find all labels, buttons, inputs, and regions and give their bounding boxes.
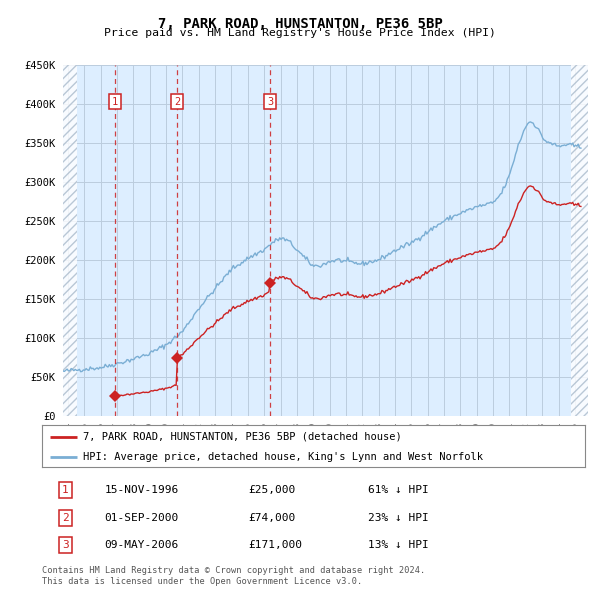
Text: 1: 1 [112, 97, 118, 107]
Text: HPI: Average price, detached house, King's Lynn and West Norfolk: HPI: Average price, detached house, King… [83, 452, 483, 461]
Text: This data is licensed under the Open Government Licence v3.0.: This data is licensed under the Open Gov… [42, 577, 362, 586]
Text: 3: 3 [267, 97, 273, 107]
Text: 13% ↓ HPI: 13% ↓ HPI [368, 540, 428, 550]
Text: 2: 2 [174, 97, 180, 107]
Bar [63, 65, 77, 416]
Text: 01-SEP-2000: 01-SEP-2000 [104, 513, 179, 523]
Text: 3: 3 [62, 540, 69, 550]
Text: 7, PARK ROAD, HUNSTANTON, PE36 5BP: 7, PARK ROAD, HUNSTANTON, PE36 5BP [158, 17, 442, 31]
Text: £171,000: £171,000 [248, 540, 302, 550]
Text: 7, PARK ROAD, HUNSTANTON, PE36 5BP (detached house): 7, PARK ROAD, HUNSTANTON, PE36 5BP (deta… [83, 432, 401, 442]
Text: 2: 2 [62, 513, 69, 523]
Text: Price paid vs. HM Land Registry's House Price Index (HPI): Price paid vs. HM Land Registry's House … [104, 28, 496, 38]
Text: £25,000: £25,000 [248, 486, 296, 495]
Text: Contains HM Land Registry data © Crown copyright and database right 2024.: Contains HM Land Registry data © Crown c… [42, 566, 425, 575]
Text: 61% ↓ HPI: 61% ↓ HPI [368, 486, 428, 495]
Text: 1: 1 [62, 486, 69, 495]
Text: 15-NOV-1996: 15-NOV-1996 [104, 486, 179, 495]
Bar [571, 65, 588, 416]
Text: 23% ↓ HPI: 23% ↓ HPI [368, 513, 428, 523]
Text: 09-MAY-2006: 09-MAY-2006 [104, 540, 179, 550]
Text: £74,000: £74,000 [248, 513, 296, 523]
